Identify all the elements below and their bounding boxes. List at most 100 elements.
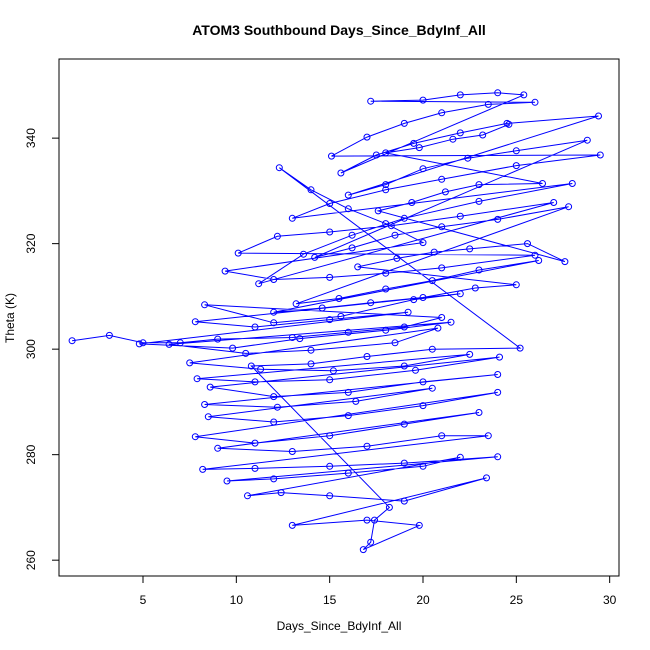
y-tick-label: 320 [24, 233, 38, 253]
x-tick-label: 30 [603, 593, 617, 607]
data-point [456, 129, 464, 137]
data-point [387, 222, 395, 230]
data-point [438, 264, 446, 272]
data-point [270, 276, 278, 283]
data-point [382, 285, 390, 293]
data-point [550, 199, 558, 206]
data-point [307, 186, 315, 194]
data-point [505, 120, 513, 128]
data-point [494, 371, 502, 378]
data-point [367, 97, 375, 105]
data-point [326, 462, 334, 470]
data-point [372, 151, 380, 159]
data-point [275, 164, 283, 172]
data-point [204, 413, 212, 421]
data-point [391, 339, 399, 347]
data-point [484, 100, 492, 108]
data-point [251, 378, 259, 386]
data-point [229, 344, 237, 352]
data-point [410, 139, 418, 147]
data-point [419, 294, 427, 301]
data-point [494, 215, 502, 223]
data-point [524, 240, 531, 248]
data-point [419, 239, 427, 247]
data-point [344, 205, 352, 213]
data-point [382, 181, 390, 189]
data-point [359, 546, 367, 554]
data-point [434, 324, 442, 332]
data-point [415, 144, 423, 152]
data-point [326, 492, 334, 500]
data-point [374, 207, 382, 215]
data-point [348, 231, 356, 239]
data-point [382, 326, 390, 334]
data-point [494, 453, 502, 461]
data-point [242, 349, 250, 357]
data-point [382, 149, 390, 157]
data-point [234, 249, 242, 257]
data-point [568, 180, 576, 187]
data-point [191, 433, 199, 441]
data-point [273, 403, 281, 411]
data-point [176, 339, 184, 347]
data-point [531, 251, 539, 259]
data-point [277, 489, 285, 497]
x-tick-label: 5 [140, 593, 147, 607]
data-point [270, 418, 278, 426]
data-point [428, 345, 436, 353]
y-axis-label: Theta (K) [3, 293, 17, 343]
data-point [206, 383, 214, 391]
data-point [292, 300, 300, 308]
data-point [539, 180, 546, 187]
data-point [307, 346, 315, 354]
y-tick-label: 300 [24, 339, 38, 359]
data-point [466, 245, 474, 253]
data-point [475, 266, 483, 274]
data-point [326, 200, 334, 207]
data-point [344, 412, 352, 420]
data-point [464, 154, 472, 162]
data-point [565, 203, 573, 211]
data-point [456, 91, 464, 99]
data-point [438, 175, 446, 183]
data-point [223, 477, 231, 485]
data-point [337, 312, 345, 320]
data-point [371, 516, 378, 524]
data-point [288, 448, 296, 455]
data-point [393, 254, 401, 262]
data-point [352, 397, 360, 405]
data-point [307, 360, 315, 368]
data-point [496, 353, 503, 361]
data-point [516, 344, 524, 352]
data-point [251, 439, 259, 447]
data-point [428, 384, 436, 392]
data-layer [68, 89, 604, 554]
data-point [447, 318, 455, 326]
data-point [512, 281, 520, 289]
data-point [367, 538, 375, 546]
data-point [400, 420, 408, 428]
data-point [408, 199, 416, 206]
data-point [404, 308, 412, 316]
data-point [201, 301, 209, 309]
data-point [191, 318, 199, 326]
data-point [419, 402, 427, 410]
data-point [382, 186, 390, 194]
data-point [438, 109, 446, 117]
data-point [456, 453, 464, 461]
data-point [335, 295, 343, 302]
data-point [484, 432, 492, 440]
data-point [348, 244, 356, 252]
data-point [344, 191, 352, 199]
data-point [400, 459, 408, 467]
data-point [535, 257, 543, 264]
data-point [494, 89, 502, 97]
data-point [400, 362, 408, 370]
data-point [344, 469, 352, 477]
data-point [456, 290, 464, 298]
data-point [201, 401, 209, 408]
data-point [400, 214, 408, 222]
data-point [400, 497, 408, 505]
data-point [344, 328, 352, 336]
y-tick-label: 260 [24, 550, 38, 570]
